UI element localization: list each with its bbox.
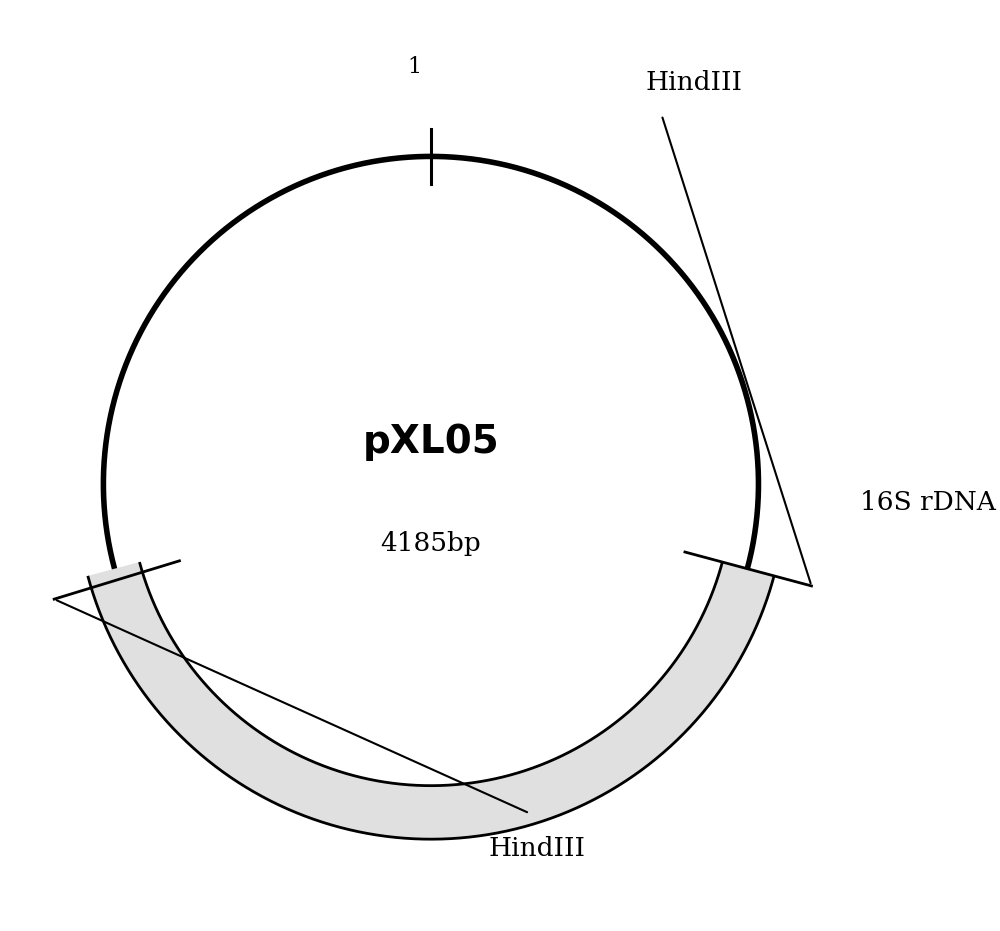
Polygon shape	[88, 562, 774, 839]
Text: HindIII: HindIII	[489, 836, 586, 861]
Text: pXL05: pXL05	[363, 424, 499, 462]
Text: 4185bp: 4185bp	[381, 532, 481, 557]
Text: 16S rDNA: 16S rDNA	[860, 490, 996, 515]
Text: 1: 1	[407, 56, 421, 78]
Text: HindIII: HindIII	[645, 70, 742, 95]
